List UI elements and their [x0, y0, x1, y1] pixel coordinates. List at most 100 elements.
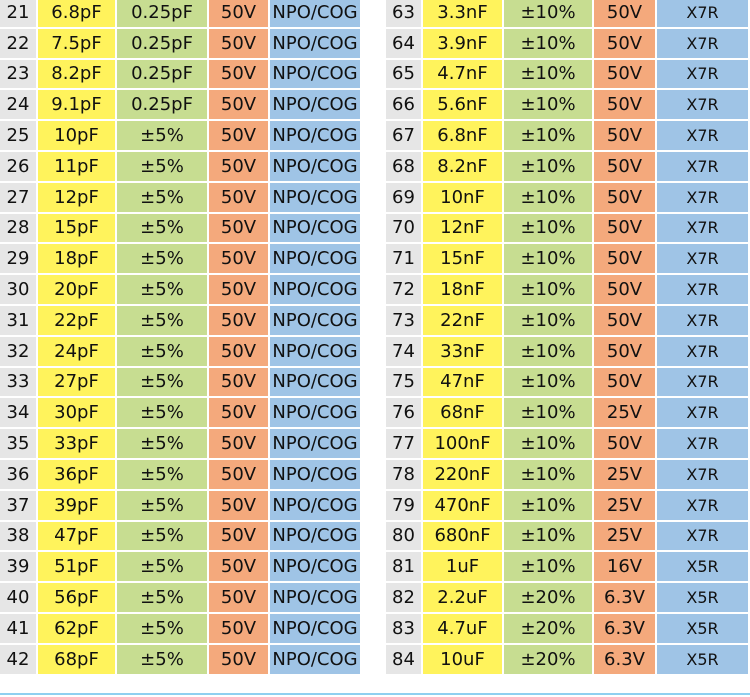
tolerance-cell: ±5%: [116, 397, 209, 430]
tolerance-cell: ±5%: [116, 274, 209, 306]
index-cell: 78: [386, 458, 423, 491]
table-row: 65 4.7nF ±10% 50V X7R: [386, 58, 748, 91]
capacitance-cell: 680nF: [422, 520, 504, 553]
tolerance-cell: ±10%: [503, 489, 594, 522]
index-cell: 30: [0, 274, 38, 306]
table-row: 32 24pF ±5% 50V NPO/COG: [0, 335, 360, 368]
table-row: 70 12nF ±10% 50V X7R: [386, 212, 748, 245]
capacitance-cell: 24pF: [37, 335, 117, 368]
voltage-cell: 50V: [208, 520, 270, 553]
voltage-cell: 50V: [593, 27, 657, 60]
voltage-cell: 50V: [593, 120, 657, 152]
table-row: 26 11pF ±5% 50V NPO/COG: [0, 150, 360, 183]
dielectric-cell: X7R: [656, 120, 748, 152]
capacitance-cell: 4.7uF: [422, 612, 504, 645]
index-cell: 79: [386, 489, 423, 522]
voltage-cell: 50V: [208, 335, 270, 368]
table-row: 23 8.2pF 0.25pF 50V NPO/COG: [0, 58, 360, 91]
dielectric-cell: X7R: [656, 181, 748, 214]
tolerance-cell: ±5%: [116, 428, 209, 460]
index-cell: 72: [386, 274, 423, 306]
capacitance-cell: 9.1pF: [37, 89, 117, 122]
table-row: 69 10nF ±10% 50V X7R: [386, 181, 748, 214]
voltage-cell: 50V: [208, 612, 270, 645]
tolerance-cell: ±10%: [503, 27, 594, 60]
tolerance-cell: 0.25pF: [116, 0, 209, 29]
voltage-cell: 50V: [593, 150, 657, 183]
capacitance-cell: 22nF: [422, 304, 504, 337]
table-row: 38 47pF ±5% 50V NPO/COG: [0, 520, 360, 553]
voltage-cell: 50V: [593, 58, 657, 91]
voltage-cell: 25V: [593, 458, 657, 491]
tolerance-cell: 0.25pF: [116, 58, 209, 91]
dielectric-cell: NPO/COG: [269, 458, 360, 491]
table-row: 79 470nF ±10% 25V X7R: [386, 489, 748, 522]
voltage-cell: 50V: [593, 428, 657, 460]
table-row: 77 100nF ±10% 50V X7R: [386, 428, 748, 460]
dielectric-cell: NPO/COG: [269, 612, 360, 645]
capacitance-cell: 47pF: [37, 520, 117, 553]
index-cell: 73: [386, 304, 423, 337]
capacitance-cell: 33nF: [422, 335, 504, 368]
index-cell: 21: [0, 0, 38, 29]
tolerance-cell: ±5%: [116, 181, 209, 214]
voltage-cell: 50V: [208, 274, 270, 306]
capacitance-cell: 10uF: [422, 643, 504, 676]
dielectric-cell: NPO/COG: [269, 89, 360, 122]
dielectric-cell: NPO/COG: [269, 181, 360, 214]
index-cell: 74: [386, 335, 423, 368]
capacitance-cell: 68pF: [37, 643, 117, 676]
index-cell: 71: [386, 243, 423, 276]
index-cell: 26: [0, 150, 38, 183]
voltage-cell: 50V: [593, 335, 657, 368]
table-row: 84 10uF ±20% 6.3V X5R: [386, 643, 748, 676]
table-row: 68 8.2nF ±10% 50V X7R: [386, 150, 748, 183]
index-cell: 68: [386, 150, 423, 183]
tolerance-cell: ±10%: [503, 335, 594, 368]
table-row: 39 51pF ±5% 50V NPO/COG: [0, 551, 360, 584]
index-cell: 64: [386, 27, 423, 60]
voltage-cell: 50V: [208, 366, 270, 399]
dielectric-cell: X7R: [656, 89, 748, 122]
voltage-cell: 6.3V: [593, 612, 657, 645]
capacitance-cell: 12pF: [37, 181, 117, 214]
dielectric-cell: X7R: [656, 0, 748, 29]
index-cell: 80: [386, 520, 423, 553]
table-row: 78 220nF ±10% 25V X7R: [386, 458, 748, 491]
capacitance-cell: 20pF: [37, 274, 117, 306]
capacitance-cell: 8.2pF: [37, 58, 117, 91]
tolerance-cell: ±5%: [116, 520, 209, 553]
table-row: 25 10pF ±5% 50V NPO/COG: [0, 120, 360, 152]
voltage-cell: 50V: [593, 304, 657, 337]
voltage-cell: 50V: [208, 58, 270, 91]
dielectric-cell: NPO/COG: [269, 335, 360, 368]
table-row: 33 27pF ±5% 50V NPO/COG: [0, 366, 360, 399]
dielectric-cell: NPO/COG: [269, 27, 360, 60]
index-cell: 83: [386, 612, 423, 645]
dielectric-cell: NPO/COG: [269, 551, 360, 584]
table-row: 36 36pF ±5% 50V NPO/COG: [0, 458, 360, 491]
index-cell: 29: [0, 243, 38, 276]
dielectric-cell: NPO/COG: [269, 58, 360, 91]
dielectric-cell: X7R: [656, 58, 748, 91]
tolerance-cell: ±5%: [116, 304, 209, 337]
dielectric-cell: X7R: [656, 520, 748, 553]
index-cell: 65: [386, 58, 423, 91]
index-cell: 63: [386, 0, 423, 29]
table-row: 63 3.3nF ±10% 50V X7R: [386, 0, 748, 29]
table-row: 83 4.7uF ±20% 6.3V X5R: [386, 612, 748, 645]
voltage-cell: 50V: [208, 643, 270, 676]
tolerance-cell: ±5%: [116, 582, 209, 614]
voltage-cell: 50V: [208, 304, 270, 337]
voltage-cell: 50V: [208, 27, 270, 60]
index-cell: 34: [0, 397, 38, 430]
table-row: 66 5.6nF ±10% 50V X7R: [386, 89, 748, 122]
tolerance-cell: ±10%: [503, 0, 594, 29]
voltage-cell: 16V: [593, 551, 657, 584]
tolerance-cell: ±10%: [503, 397, 594, 430]
dielectric-cell: NPO/COG: [269, 397, 360, 430]
tolerance-cell: ±10%: [503, 458, 594, 491]
voltage-cell: 50V: [208, 458, 270, 491]
table-row: 76 68nF ±10% 25V X7R: [386, 397, 748, 430]
index-cell: 42: [0, 643, 38, 676]
